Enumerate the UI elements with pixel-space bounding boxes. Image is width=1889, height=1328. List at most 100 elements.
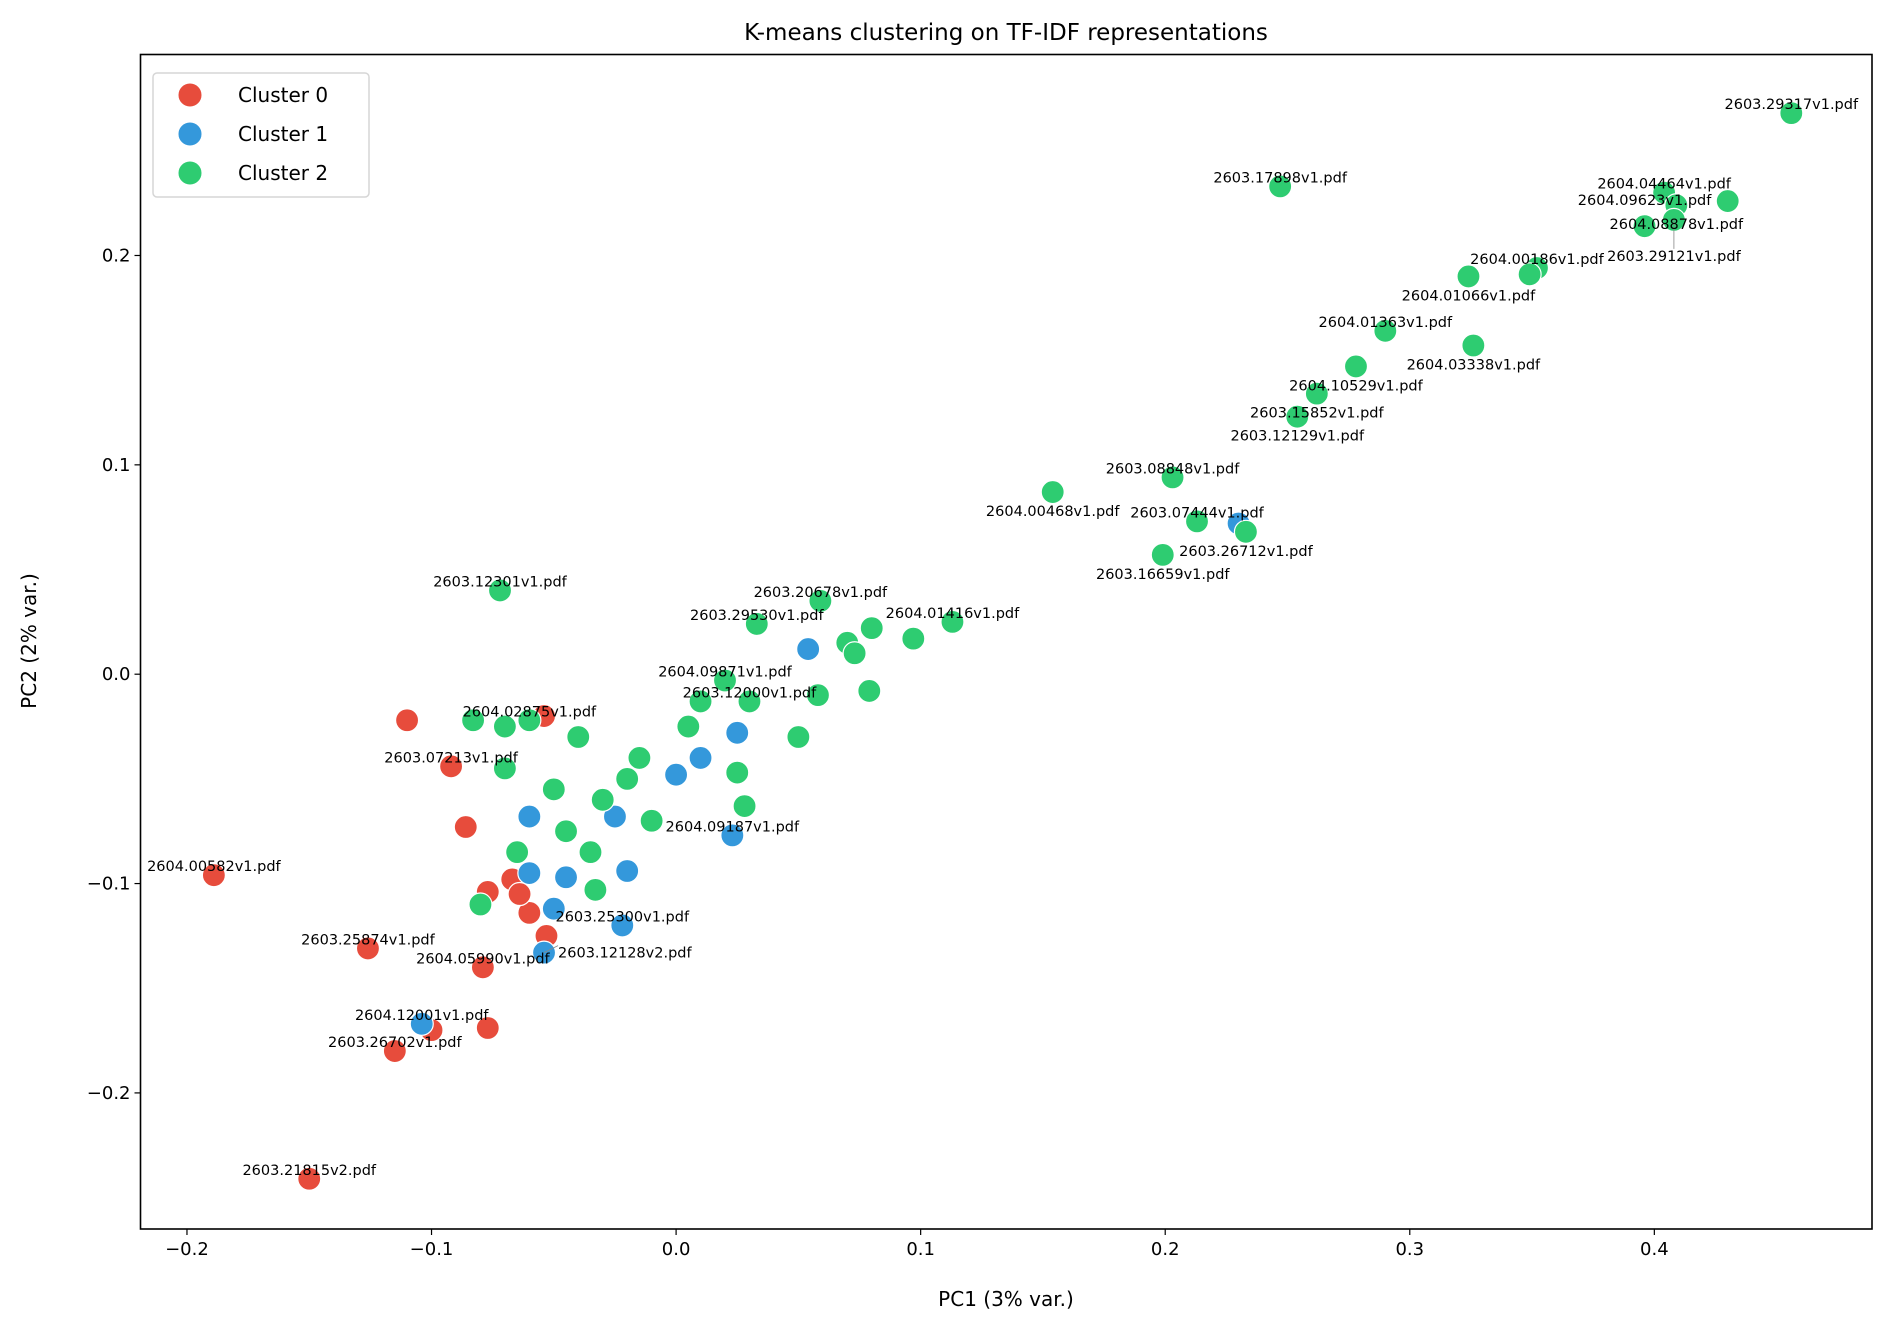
data-point-cluster-2: [566, 724, 591, 750]
point-label: 2604.02875v1.pdf: [463, 704, 597, 720]
legend-frame: [152, 72, 370, 198]
point-label: 2604.10529v1.pdf: [1289, 378, 1423, 394]
data-point-cluster-1: [409, 1011, 434, 1036]
y-tick-label: 0.2: [102, 245, 131, 266]
point-label: 2603.17898v1.pdf: [1213, 170, 1347, 186]
data-point-cluster-2: [1160, 465, 1185, 490]
data-point-cluster-2: [1632, 214, 1657, 239]
x-tick-label: 0.0: [662, 1239, 691, 1260]
point-label: 2604.05990v1.pdf: [416, 951, 550, 967]
data-point-cluster-2: [737, 689, 762, 714]
data-point-cluster-1: [796, 636, 821, 662]
data-point-cluster-2: [725, 760, 750, 785]
data-point-cluster-0: [382, 1038, 407, 1064]
point-label: 2604.09623v1.pdf: [1578, 193, 1712, 209]
data-point-cluster-2: [1233, 519, 1259, 544]
point-label: 2603.29317v1.pdf: [1725, 97, 1859, 113]
point-label: 2603.26702v1.pdf: [328, 1035, 462, 1051]
point-label: 2603.12000v1.pdf: [683, 685, 817, 701]
y-axis-label: PC2 (2% var.): [17, 573, 41, 709]
data-point-cluster-2: [857, 678, 882, 704]
data-point-cluster-1: [615, 858, 640, 884]
data-point-cluster-0: [475, 1015, 500, 1041]
point-label: 2603.16659v1.pdf: [1096, 567, 1230, 583]
legend-label: Cluster 1: [238, 122, 328, 146]
data-point-cluster-2: [1715, 188, 1740, 214]
data-point-cluster-0: [355, 936, 381, 961]
data-point-cluster-2: [1456, 264, 1481, 289]
data-point-cluster-2: [553, 819, 579, 844]
chart-title: K-means clustering on TF-IDF representat…: [744, 20, 1268, 46]
data-point-cluster-2: [859, 616, 884, 641]
x-axis-label: PC1 (3% var.): [938, 1287, 1074, 1311]
data-point-cluster-0: [517, 900, 542, 925]
point-label: 2603.12129v1.pdf: [1230, 429, 1364, 445]
point-label: 2604.01416v1.pdf: [886, 606, 1020, 622]
point-label: 2603.21815v2.pdf: [242, 1163, 376, 1179]
x-tick-label: −0.1: [410, 1239, 454, 1260]
data-point-cluster-2: [676, 714, 701, 739]
data-point-cluster-2: [583, 877, 608, 902]
data-point-cluster-2: [615, 766, 640, 791]
label-leader-lines: [543, 219, 1675, 954]
point-labels-layer: 2604.00582v1.pdf 2603.21815v2.pdf 2603.258…: [147, 97, 1859, 1179]
data-point-cluster-2: [786, 724, 811, 750]
points-layer: [201, 101, 1804, 1191]
point-label: 2604.00582v1.pdf: [147, 859, 281, 875]
data-point-cluster-1: [688, 745, 713, 771]
point-label: 2604.03338v1.pdf: [1407, 358, 1541, 374]
data-point-cluster-0: [453, 814, 478, 840]
point-label: 2604.01363v1.pdf: [1319, 315, 1453, 331]
legend-marker-cluster-2: [177, 160, 203, 186]
data-point-cluster-1: [602, 804, 628, 829]
data-point-cluster-2: [1343, 354, 1369, 379]
point-label: 2603.08848v1.pdf: [1106, 461, 1240, 477]
y-tick-label: 0.1: [102, 455, 131, 476]
data-point-cluster-0: [507, 881, 532, 907]
point-label: 2604.00468v1.pdf: [986, 504, 1120, 520]
data-point-cluster-2: [1304, 381, 1329, 406]
data-point-cluster-2: [1461, 333, 1486, 358]
data-point-cluster-2: [688, 689, 713, 714]
data-point-cluster-2: [1150, 542, 1175, 567]
y-axis: −0.2 −0.1 0.0 0.1 0.2: [87, 245, 141, 1104]
point-label: 2603.29530v1.pdf: [690, 608, 824, 624]
data-point-cluster-2: [492, 714, 517, 739]
data-point-cluster-1: [720, 823, 745, 848]
y-tick-label: −0.2: [87, 1083, 131, 1104]
data-point-cluster-2: [1373, 318, 1398, 343]
data-point-cluster-2: [1779, 101, 1804, 126]
point-label: 2603.15852v1.pdf: [1250, 406, 1384, 422]
data-point-cluster-1: [610, 913, 635, 938]
data-point-cluster-0: [297, 1166, 322, 1191]
y-tick-label: −0.1: [87, 874, 131, 895]
y-tick-label: 0.0: [102, 664, 131, 685]
point-label: 2603.20678v1.pdf: [754, 585, 888, 601]
data-point-cluster-2: [901, 626, 926, 651]
data-point-cluster-2: [805, 683, 831, 708]
data-point-cluster-2: [1268, 174, 1293, 199]
point-label: 2603.25300v1.pdf: [555, 909, 689, 925]
point-label: 2603.25874v1.pdf: [301, 932, 435, 948]
data-point-cluster-2: [461, 708, 486, 733]
x-tick-label: −0.2: [165, 1239, 209, 1260]
point-label: 2604.08878v1.pdf: [1610, 217, 1744, 233]
legend-marker-cluster-1: [177, 121, 203, 147]
x-tick-label: 0.1: [906, 1239, 935, 1260]
point-label: 2603.29121v1.pdf: [1607, 249, 1741, 265]
data-point-cluster-2: [541, 777, 566, 802]
data-point-cluster-2: [487, 578, 513, 603]
legend-marker-cluster-0: [177, 82, 203, 108]
data-point-cluster-2: [468, 892, 493, 917]
data-point-cluster-2: [1184, 509, 1210, 534]
data-point-cluster-0: [201, 863, 226, 888]
data-point-cluster-2: [940, 609, 965, 634]
data-point-cluster-2: [1040, 479, 1065, 505]
legend-label: Cluster 2: [238, 161, 328, 185]
label-leader-line: [543, 945, 559, 954]
x-tick-label: 0.2: [1151, 1239, 1180, 1260]
data-point-cluster-2: [505, 840, 530, 865]
data-point-cluster-2: [590, 787, 615, 812]
point-label: 2604.00186v1.pdf: [1470, 252, 1604, 268]
data-point-cluster-0: [394, 708, 420, 733]
